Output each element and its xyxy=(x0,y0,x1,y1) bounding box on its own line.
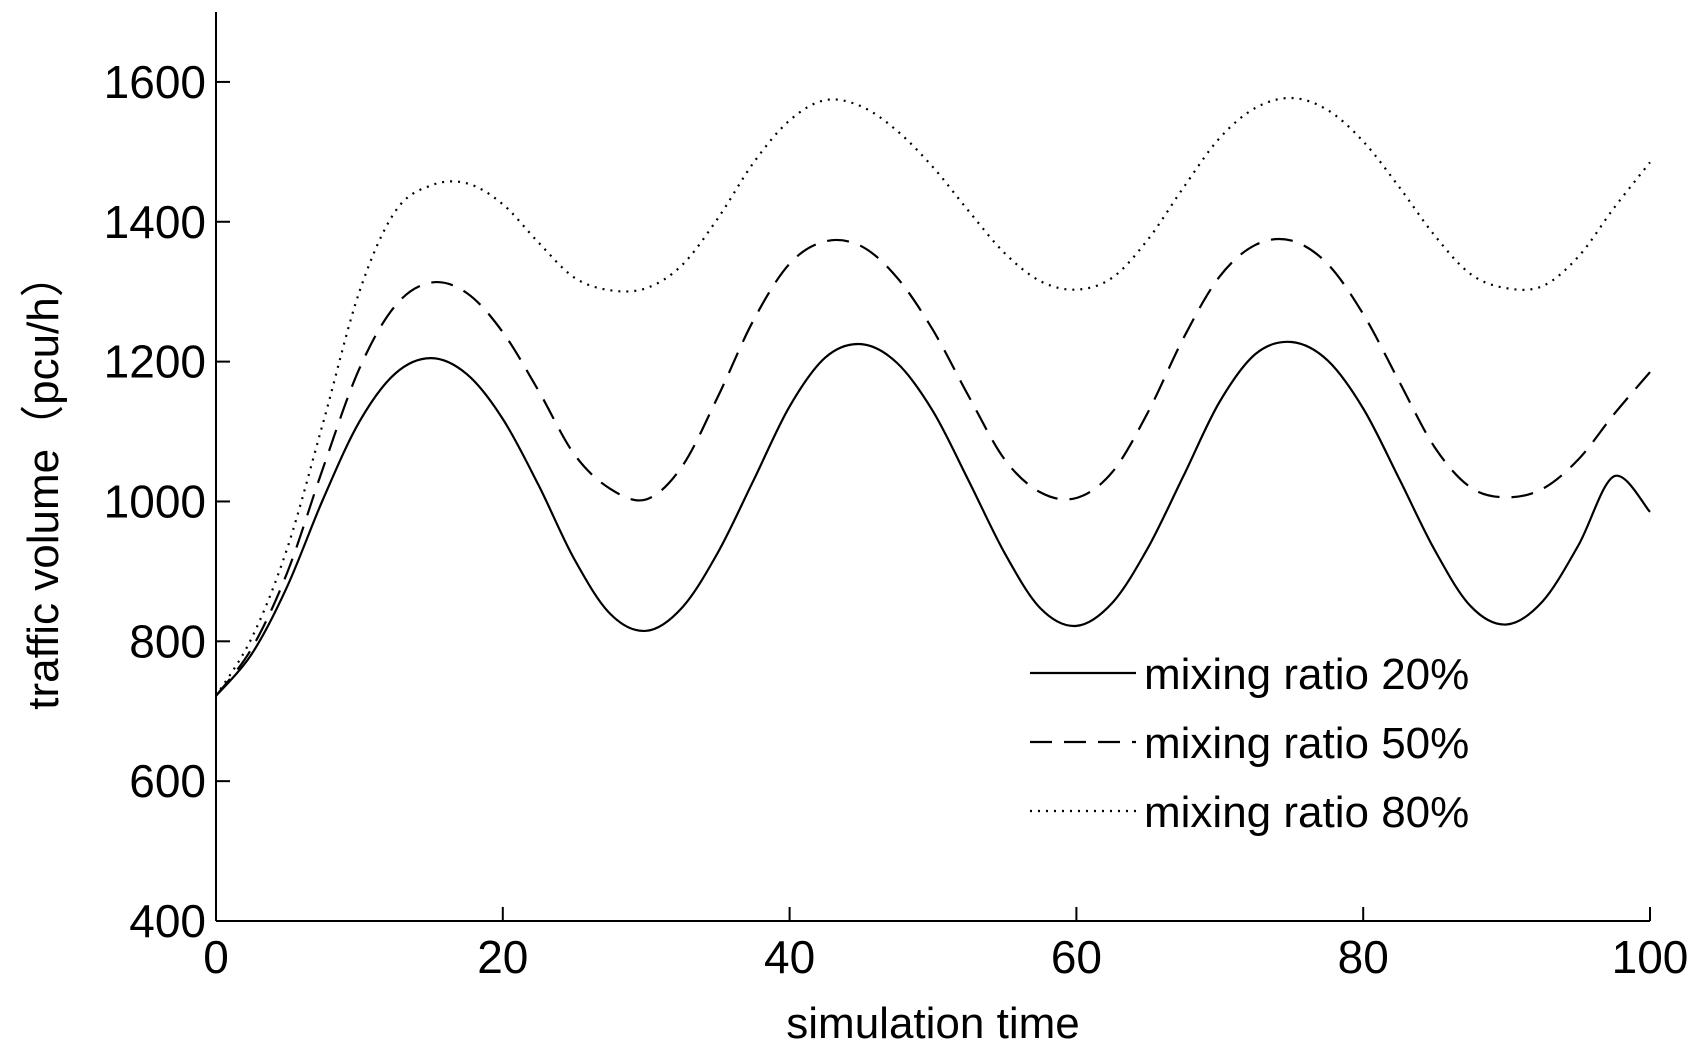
x-tick-label: 80 xyxy=(1338,931,1389,983)
y-tick-label: 1200 xyxy=(104,336,206,388)
y-tick-label: 1600 xyxy=(104,56,206,108)
y-tick-label: 600 xyxy=(129,755,206,807)
series-line-3 xyxy=(215,96,1651,697)
y-tick-label: 400 xyxy=(129,895,206,947)
series-line-1 xyxy=(215,340,1651,697)
y-tick-label: 800 xyxy=(129,615,206,667)
x-tick-label: 60 xyxy=(1051,931,1102,983)
tick-group: 0 20 40 60 80 100 400 600 800 1000 1200 1400 1600 xyxy=(104,56,1689,983)
y-tick-label: 1400 xyxy=(104,196,206,248)
x-tick-label: 40 xyxy=(764,931,815,983)
y-tick-label: 1000 xyxy=(104,475,206,527)
legend: mixing ratio 20% mixing ratio 50% mixing r… xyxy=(1030,650,1469,837)
x-tick-label: 0 xyxy=(203,931,229,983)
series-group xyxy=(215,96,1651,697)
legend-label-3: mixing ratio 80% xyxy=(1144,788,1469,837)
x-tick-label: 20 xyxy=(477,931,528,983)
y-axis-label: traffic volume（pcu/h） xyxy=(19,253,68,709)
legend-label-1: mixing ratio 20% xyxy=(1144,650,1469,699)
x-tick-label: 100 xyxy=(1612,931,1689,983)
legend-label-2: mixing ratio 50% xyxy=(1144,719,1469,768)
x-axis-label: simulation time xyxy=(786,999,1079,1048)
plot-area: 0 20 40 60 80 100 400 600 800 1000 1200 1400 1600 xyxy=(104,12,1689,983)
series-line-2 xyxy=(215,237,1651,697)
